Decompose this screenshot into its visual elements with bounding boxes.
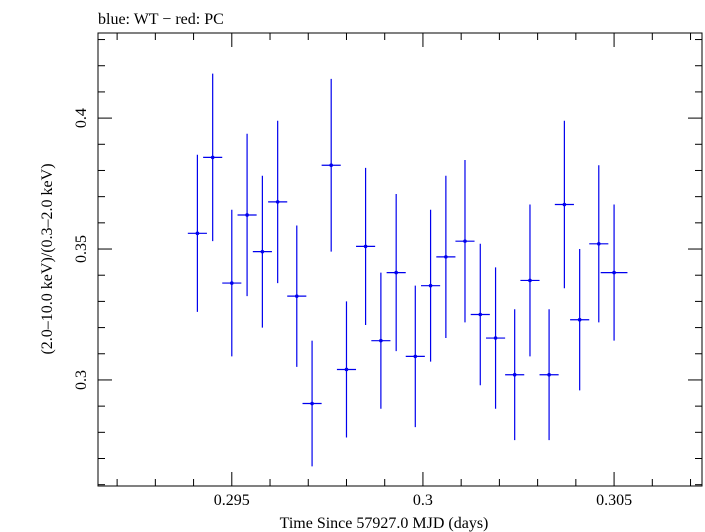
data-point: [505, 309, 525, 441]
point-marker: [245, 213, 249, 217]
x-tick-label: 0.305: [596, 492, 632, 509]
x-tick-label: 0.295: [214, 492, 250, 509]
point-marker: [512, 372, 517, 377]
chart-title: blue: WT − red: PC: [98, 11, 224, 28]
point-marker: [394, 270, 398, 275]
data-point: [356, 167, 376, 325]
point-marker: [577, 317, 582, 322]
data-point: [302, 340, 322, 467]
data-point: [455, 159, 475, 323]
point-marker: [379, 338, 383, 343]
data-point: [421, 209, 441, 362]
point-marker: [444, 255, 448, 259]
point-marker: [329, 163, 333, 168]
y-axis-label: (2.0–10.0 keV)/(0.3–2.0 keV): [39, 163, 56, 354]
y-tick-label: 0.3: [73, 370, 90, 390]
data-point: [371, 272, 391, 409]
point-marker: [493, 336, 498, 340]
x-axis-label: Time Since 57927.0 MJD (days): [280, 515, 489, 532]
data-point: [336, 301, 357, 438]
data-points: [187, 73, 628, 467]
data-point: [470, 243, 490, 386]
data-point: [187, 154, 207, 312]
data-point: [554, 120, 574, 289]
data-point: [570, 249, 590, 391]
x-tick-label: 0.3: [413, 492, 433, 509]
y-tick-label: 0.35: [73, 235, 90, 263]
point-marker: [229, 281, 234, 285]
point-marker: [612, 270, 616, 275]
point-marker: [596, 241, 601, 246]
data-point: [539, 309, 559, 441]
point-marker: [528, 278, 532, 283]
point-marker: [413, 354, 418, 359]
data-point: [203, 73, 223, 242]
y-tick-label: 0.4: [73, 108, 90, 128]
point-marker: [260, 249, 265, 254]
data-point: [252, 175, 272, 328]
y-axis-ticks: 0.3 0.35 0.4: [73, 39, 702, 486]
data-point: [321, 78, 341, 252]
point-marker: [562, 202, 567, 207]
data-point: [405, 285, 425, 428]
data-point: [268, 120, 288, 284]
point-marker: [210, 155, 215, 160]
data-point: [237, 133, 257, 297]
point-marker: [363, 244, 368, 249]
point-marker: [428, 283, 433, 288]
point-marker: [275, 200, 280, 204]
plot-frame: [97, 32, 703, 487]
point-marker: [547, 372, 551, 377]
point-marker: [195, 231, 200, 236]
data-point: [222, 209, 242, 357]
data-point: [520, 204, 540, 357]
point-marker: [344, 367, 349, 372]
point-marker: [478, 312, 483, 317]
point-marker: [294, 294, 299, 298]
point-marker: [310, 401, 314, 406]
data-point: [386, 194, 406, 352]
data-point: [486, 267, 506, 409]
data-point: [589, 165, 609, 323]
data-point: [600, 204, 628, 341]
x-axis-ticks: 0.295 0.3 0.305: [116, 33, 692, 509]
data-point: [287, 225, 307, 367]
data-point: [436, 175, 456, 339]
point-marker: [463, 239, 467, 243]
